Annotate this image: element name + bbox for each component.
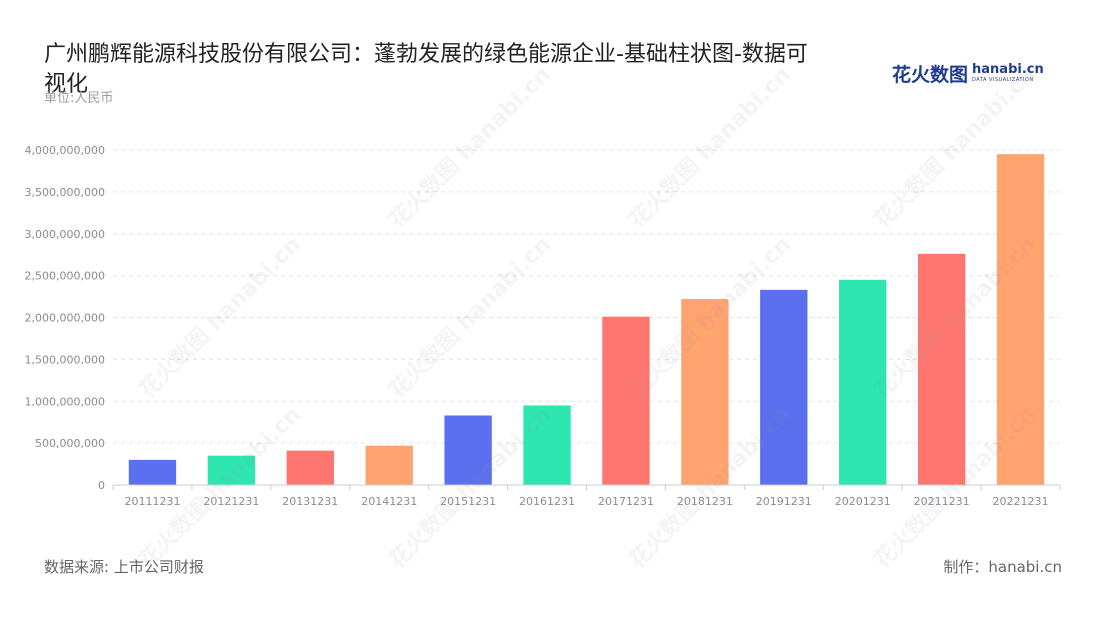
x-tick-label: 20211231 [914,495,970,508]
bar-20201231[interactable] [839,279,887,485]
y-tick-label: 4,000,000,000 [25,144,105,157]
x-tick-label: 20161231 [519,495,575,508]
maker-credit: 制作：hanabi.cn [943,558,1062,576]
y-tick-label: 1,500,000,000 [25,353,105,366]
bar-20161231[interactable] [523,405,571,485]
brand-logo[interactable]: 花火数图 hanabi.cn DATA VISUALIZATION [892,58,1044,88]
x-tick-label: 20151231 [440,495,496,508]
logo-text-cn: 花火数图 [892,63,969,86]
x-tick-label: 20111231 [124,495,180,508]
y-tick-label: 1,000,000,000 [25,395,105,408]
logo-text-en: hanabi.cn [972,61,1044,77]
unit-label: 单位:人民币 [44,91,114,106]
bar-20191231[interactable] [760,289,808,485]
y-tick-label: 3,500,000,000 [25,186,105,199]
bar-20151231[interactable] [444,415,492,485]
x-tick-label: 20171231 [598,495,654,508]
x-tick-label: 20121231 [203,495,259,508]
grid-layer [113,149,1060,444]
x-tick-label: 20141231 [361,495,417,508]
x-tick-label: 20221231 [993,495,1049,508]
y-tick-label: 500,000,000 [35,437,105,450]
chart-title: 广州鹏辉能源科技股份有限公司：蓬勃发展的绿色能源企业-基础柱状图-数据可视化 [44,42,808,97]
axis-layer: 0 500,000,000 1,000,000,000 1,500,000,000 2,… [25,144,1061,508]
y-tick-label: 2,000,000,000 [25,312,105,325]
bar-20121231[interactable] [207,455,256,485]
bar-20181231[interactable] [681,299,729,485]
x-tick-label: 20181231 [677,495,733,508]
x-tick-label: 20191231 [756,495,812,508]
y-tick-label: 3,000,000,000 [25,228,105,241]
logo-text-en-group: hanabi.cn DATA VISUALIZATION [972,61,1044,84]
y-tick-label: 2,500,000,000 [25,270,105,283]
data-source: 数据来源: 上市公司财报 [44,558,204,576]
x-tick-label: 20131231 [282,495,338,508]
y-tick-label: 0 [98,479,105,492]
bar-20171231[interactable] [602,316,650,485]
bar-20111231[interactable] [128,459,177,485]
bar-20221231[interactable] [996,154,1045,485]
x-tick-label: 20201231 [835,495,891,508]
logo-text-en-sub: DATA VISUALIZATION [972,76,1034,83]
bar-20211231[interactable] [917,253,966,485]
bar-20131231[interactable] [286,450,334,485]
bar-layer [128,154,1045,485]
bar-20141231[interactable] [365,445,413,485]
